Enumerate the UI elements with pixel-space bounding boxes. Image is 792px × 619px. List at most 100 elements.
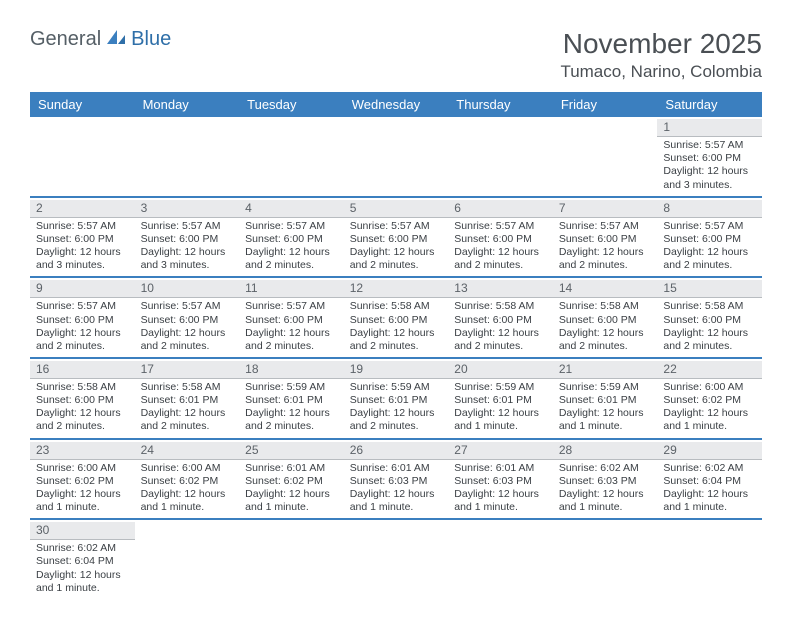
daynum-bar: 2 [30, 200, 135, 218]
day-cell: 24Sunrise: 6:00 AMSunset: 6:02 PMDayligh… [135, 440, 240, 519]
daylight-text: Daylight: 12 hours and 1 minute. [663, 488, 756, 514]
sunrise-text: Sunrise: 5:57 AM [454, 220, 547, 233]
daynum-bar: 14 [553, 280, 658, 298]
sunrise-text: Sunrise: 5:58 AM [663, 300, 756, 313]
day-number: 21 [559, 362, 572, 376]
day-cell: 23Sunrise: 6:00 AMSunset: 6:02 PMDayligh… [30, 440, 135, 519]
sunset-text: Sunset: 6:00 PM [141, 233, 234, 246]
daylight-text: Daylight: 12 hours and 1 minute. [663, 407, 756, 433]
sunrise-text: Sunrise: 5:58 AM [141, 381, 234, 394]
sunset-text: Sunset: 6:00 PM [663, 152, 756, 165]
daynum-bar: 5 [344, 200, 449, 218]
daylight-text: Daylight: 12 hours and 2 minutes. [141, 407, 234, 433]
sunset-text: Sunset: 6:00 PM [36, 314, 129, 327]
daynum-bar: 1 [657, 119, 762, 137]
daynum-bar: 16 [30, 361, 135, 379]
empty-cell [344, 117, 449, 196]
day-number: 7 [559, 201, 566, 215]
day-cell: 30Sunrise: 6:02 AMSunset: 6:04 PMDayligh… [30, 520, 135, 599]
day-number: 5 [350, 201, 357, 215]
day-number: 22 [663, 362, 676, 376]
sunset-text: Sunset: 6:00 PM [245, 233, 338, 246]
week-row: 30Sunrise: 6:02 AMSunset: 6:04 PMDayligh… [30, 520, 762, 599]
daylight-text: Daylight: 12 hours and 2 minutes. [350, 246, 443, 272]
sunset-text: Sunset: 6:01 PM [350, 394, 443, 407]
sunrise-text: Sunrise: 5:58 AM [350, 300, 443, 313]
day-number: 28 [559, 443, 572, 457]
daynum-bar: 21 [553, 361, 658, 379]
day-number: 9 [36, 281, 43, 295]
dayname: Tuesday [239, 92, 344, 117]
day-cell: 9Sunrise: 5:57 AMSunset: 6:00 PMDaylight… [30, 278, 135, 357]
sunset-text: Sunset: 6:03 PM [559, 475, 652, 488]
daylight-text: Daylight: 12 hours and 1 minute. [454, 407, 547, 433]
sunrise-text: Sunrise: 6:00 AM [663, 381, 756, 394]
empty-cell [135, 520, 240, 599]
sunset-text: Sunset: 6:01 PM [141, 394, 234, 407]
sunrise-text: Sunrise: 5:59 AM [245, 381, 338, 394]
day-cell: 14Sunrise: 5:58 AMSunset: 6:00 PMDayligh… [553, 278, 658, 357]
logo: General Blue [30, 28, 171, 51]
daynum-bar: 20 [448, 361, 553, 379]
daylight-text: Daylight: 12 hours and 1 minute. [454, 488, 547, 514]
day-number: 16 [36, 362, 49, 376]
daylight-text: Daylight: 12 hours and 3 minutes. [36, 246, 129, 272]
daynum-bar: 9 [30, 280, 135, 298]
day-number: 19 [350, 362, 363, 376]
sunset-text: Sunset: 6:00 PM [454, 233, 547, 246]
day-cell: 3Sunrise: 5:57 AMSunset: 6:00 PMDaylight… [135, 198, 240, 277]
sunset-text: Sunset: 6:00 PM [454, 314, 547, 327]
day-number: 12 [350, 281, 363, 295]
location: Tumaco, Narino, Colombia [560, 62, 762, 82]
sunrise-text: Sunrise: 5:59 AM [559, 381, 652, 394]
empty-cell [344, 520, 449, 599]
daylight-text: Daylight: 12 hours and 2 minutes. [663, 246, 756, 272]
sunrise-text: Sunrise: 5:57 AM [245, 300, 338, 313]
empty-cell [239, 520, 344, 599]
sunrise-text: Sunrise: 6:02 AM [559, 462, 652, 475]
day-cell: 15Sunrise: 5:58 AMSunset: 6:00 PMDayligh… [657, 278, 762, 357]
daynum-bar: 30 [30, 522, 135, 540]
sunrise-text: Sunrise: 5:57 AM [663, 220, 756, 233]
sunset-text: Sunset: 6:00 PM [36, 394, 129, 407]
dayname: Sunday [30, 92, 135, 117]
daylight-text: Daylight: 12 hours and 2 minutes. [141, 327, 234, 353]
daylight-text: Daylight: 12 hours and 3 minutes. [663, 165, 756, 191]
day-cell: 11Sunrise: 5:57 AMSunset: 6:00 PMDayligh… [239, 278, 344, 357]
day-cell: 6 Sunrise: 5:57 AMSunset: 6:00 PMDaylight… [448, 198, 553, 277]
sunrise-text: Sunrise: 6:01 AM [245, 462, 338, 475]
weeks-container: 1Sunrise: 5:57 AMSunset: 6:00 PMDaylight… [30, 117, 762, 599]
day-number: 25 [245, 443, 258, 457]
dayname: Monday [135, 92, 240, 117]
sunset-text: Sunset: 6:02 PM [663, 394, 756, 407]
daynum-bar: 7 [553, 200, 658, 218]
day-number: 2 [36, 201, 43, 215]
day-number: 14 [559, 281, 572, 295]
dayname: Wednesday [344, 92, 449, 117]
daylight-text: Daylight: 12 hours and 2 minutes. [350, 407, 443, 433]
day-number: 17 [141, 362, 154, 376]
day-cell: 5Sunrise: 5:57 AMSunset: 6:00 PMDaylight… [344, 198, 449, 277]
daylight-text: Daylight: 12 hours and 1 minute. [245, 488, 338, 514]
day-cell: 1 Sunrise: 5:57 AMSunset: 6:00 PMDaylight… [657, 117, 762, 196]
day-number: 30 [36, 523, 49, 537]
dayname-row: SundayMondayTuesdayWednesdayThursdayFrid… [30, 92, 762, 117]
day-number: 6 [454, 201, 461, 215]
daylight-text: Daylight: 12 hours and 1 minute. [36, 488, 129, 514]
daynum-bar: 26 [344, 442, 449, 460]
week-row: 16 Sunrise: 5:58 AM Sunset: 6:00 PM Dayligh… [30, 359, 762, 440]
sunset-text: Sunset: 6:00 PM [663, 233, 756, 246]
sunrise-text: Sunrise: 5:57 AM [663, 139, 756, 152]
sunrise-text: Sunrise: 5:59 AM [454, 381, 547, 394]
day-number: 26 [350, 443, 363, 457]
day-cell: 8 Sunrise: 5:57 AMSunset: 6:00 PMDaylight… [657, 198, 762, 277]
day-number: 8 [663, 201, 670, 215]
daylight-text: Daylight: 12 hours and 1 minute. [36, 569, 129, 595]
day-number: 4 [245, 201, 252, 215]
daylight-text: Daylight: 12 hours and 2 minutes. [454, 246, 547, 272]
sunrise-text: Sunrise: 6:00 AM [141, 462, 234, 475]
week-row: 23Sunrise: 6:00 AMSunset: 6:02 PMDayligh… [30, 440, 762, 521]
daylight-text: Daylight: 12 hours and 3 minutes. [141, 246, 234, 272]
day-cell: 16Sunrise: 5:58 AMSunset: 6:00 PMDayligh… [30, 359, 135, 438]
dayname: Thursday [448, 92, 553, 117]
